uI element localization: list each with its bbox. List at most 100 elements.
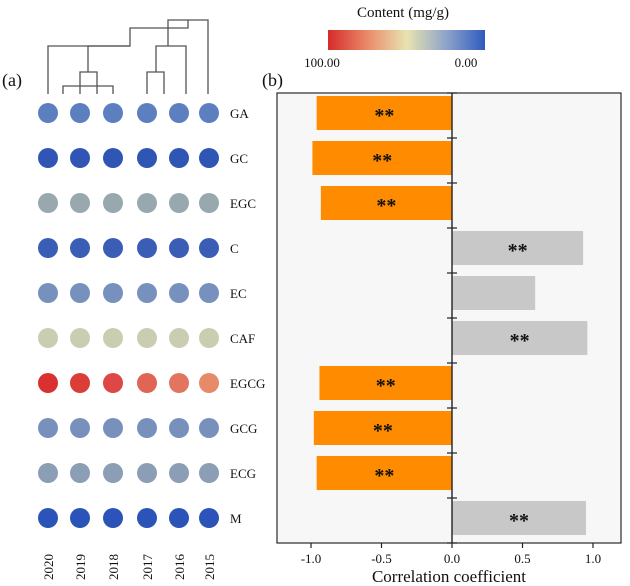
heatmap-year-label: 2017 [140,554,155,581]
heatmap-cell [137,508,157,528]
significance-label: ** [373,420,393,442]
dendrogram-link [155,45,187,94]
significance-label: ** [374,465,394,487]
heatmap-cell [169,463,189,483]
dendrogram-link [129,20,189,36]
heatmap-cell [103,103,123,123]
heatmap-cell [38,283,58,303]
x-axis-title: Correlation coefficient [372,567,526,586]
heatmap-cell [199,148,219,168]
heatmap-cell [70,103,90,123]
heatmap-cell [38,418,58,438]
legend-min-label: 0.00 [455,55,478,70]
correlation-bar [316,456,452,490]
correlation-bar [316,96,452,130]
dendrogram-link [167,19,209,94]
dendrogram-link [62,85,114,94]
heatmap-cell [38,463,58,483]
heatmap-cell [70,418,90,438]
x-tick-label: 0.0 [444,551,460,566]
heatmap-cell [199,328,219,348]
heatmap-cell [137,238,157,258]
heatmap-cell [137,283,157,303]
significance-label: ** [508,240,528,262]
heatmap-cell [169,283,189,303]
heatmap-cell [137,328,157,348]
heatmap-cell [38,103,58,123]
heatmap-year-label: 2015 [202,554,217,580]
heatmap-cell [38,148,58,168]
heatmap-year-label: 2019 [73,554,88,580]
heatmap-cell [169,148,189,168]
correlation-bar [319,366,452,400]
heatmap-row-label: ECG [230,466,256,481]
heatmap-year-label: 2020 [41,554,56,580]
heatmap-cell [38,193,58,213]
heatmap-cell [38,508,58,528]
heatmap-cell [169,418,189,438]
heatmap-cell [137,103,157,123]
heatmap-cell [169,373,189,393]
year-dendrogram [47,19,209,94]
heatmap-cell [70,373,90,393]
heatmap-cell [199,508,219,528]
heatmap-cell [38,373,58,393]
heatmap-row-label: GC [230,151,248,166]
correlation-bar-panel: ** ** ** ** ** ** ** ** ** -1.0 -0.5 0.0 0.5 1.0 Corre… [276,92,622,586]
heatmap-cell [199,463,219,483]
heatmap-cell [103,148,123,168]
significance-label: ** [376,375,396,397]
heatmap-cell [103,328,123,348]
heatmap-cell [70,238,90,258]
heatmap-cell [169,508,189,528]
heatmap-year-label: 2016 [172,554,187,581]
heatmap-cell [137,418,157,438]
heatmap-cell [70,193,90,213]
x-tick-label: 1.0 [585,551,601,566]
heatmap-cell [199,103,219,123]
heatmap-cell [199,193,219,213]
correlation-bar [313,411,452,445]
heatmap-row-label: GA [230,106,249,121]
x-tick-label: -1.0 [301,551,322,566]
legend-gradient-bar [328,30,485,50]
heatmap-row-label: EC [230,286,247,301]
heatmap-cell [70,283,90,303]
heatmap-cell [169,103,189,123]
dendrogram-link [146,71,165,94]
significance-label: ** [374,105,394,127]
significance-label: ** [509,510,529,532]
heatmap-row-label: M [230,511,242,526]
correlation-bar [452,501,586,535]
heatmap-cell [103,418,123,438]
panel-a-label: (a) [2,70,22,91]
heatmap-cell [199,238,219,258]
heatmap-cell [137,463,157,483]
significance-label: ** [510,330,530,352]
x-tick-label: -0.5 [371,551,392,566]
heatmap-cell [103,463,123,483]
heatmap-cell [70,508,90,528]
dendrogram-link [47,45,130,94]
significance-label: ** [376,195,396,217]
legend-title: Content (mg/g) [357,5,449,21]
heatmap-cell [169,328,189,348]
heatmap-row-label: GCG [230,421,257,436]
heatmap-row-label: EGC [230,196,256,211]
correlation-bar [312,141,452,175]
heatmap-cell [103,373,123,393]
heatmap-row-label: C [230,241,239,256]
heatmap-row-label: EGCG [230,376,265,391]
heatmap-cell [38,328,58,348]
heatmap-cell [137,148,157,168]
dendrogram-link [87,36,131,72]
dendrogram-link [79,71,98,94]
x-tick-label: 0.5 [514,551,530,566]
correlation-bar [452,321,588,355]
correlation-bar [452,276,536,310]
heatmap-year-label: 2018 [106,554,121,580]
heatmap-cell [199,418,219,438]
heatmap-cell [103,508,123,528]
colorbar-legend: Content (mg/g) 100.00 0.00 [304,5,485,70]
significance-label: ** [372,150,392,172]
